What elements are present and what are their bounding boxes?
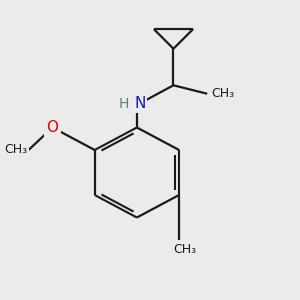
Text: CH₃: CH₃ (4, 143, 27, 157)
Text: CH₃: CH₃ (173, 243, 196, 256)
Text: N: N (134, 96, 146, 111)
Text: H: H (118, 97, 129, 111)
Text: O: O (46, 120, 58, 135)
Text: CH₃: CH₃ (212, 87, 235, 100)
